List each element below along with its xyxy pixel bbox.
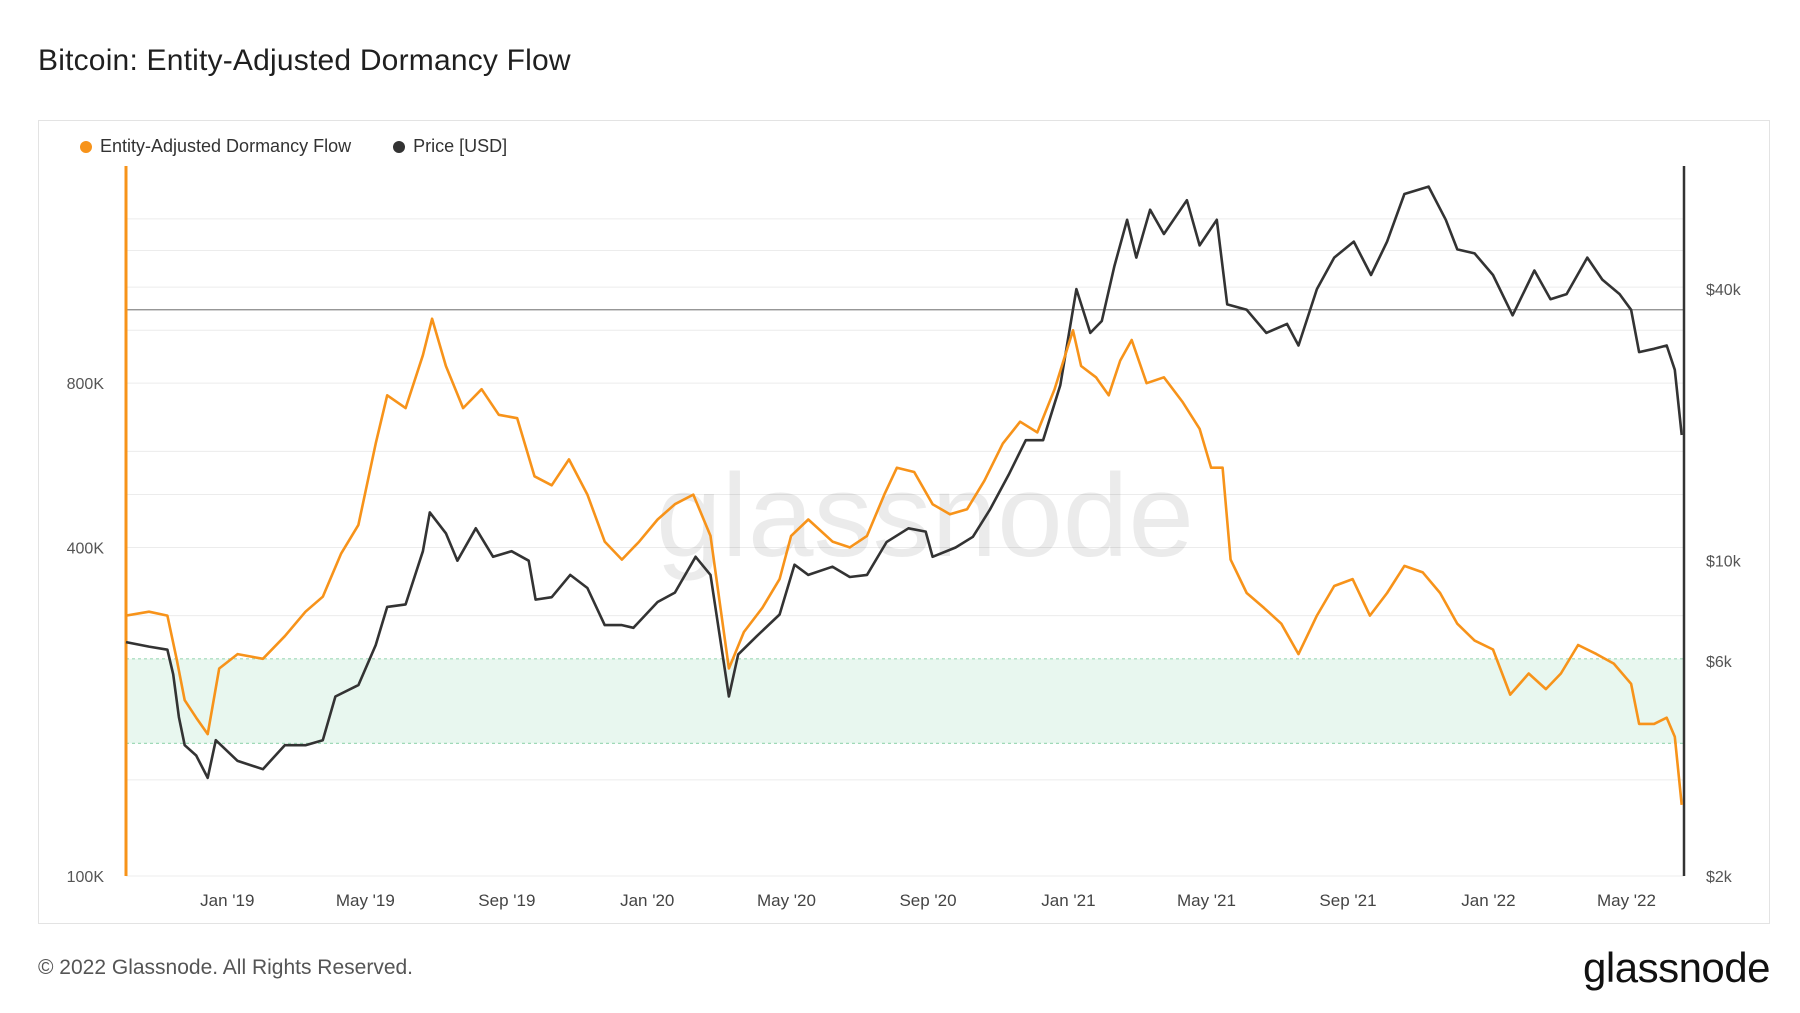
- legend-dot-price: [393, 140, 406, 153]
- x-tick-label: Sep '21: [1319, 891, 1376, 910]
- x-tick-label: May '21: [1177, 891, 1236, 910]
- price-line: [125, 185, 1683, 780]
- x-tick-label: Jan '22: [1461, 891, 1515, 910]
- x-tick-label: May '22: [1597, 891, 1656, 910]
- dormancy-flow-line: [125, 317, 1683, 806]
- brand-logo: glassnode: [1583, 944, 1770, 991]
- y-right-tick-label: $40k: [1706, 282, 1742, 299]
- x-tick-label: Sep '20: [899, 891, 956, 910]
- x-tick-label: May '20: [757, 891, 816, 910]
- x-tick-label: Jan '20: [620, 891, 674, 910]
- legend-label-dormancy: Entity-Adjusted Dormancy Flow: [100, 136, 352, 156]
- chart-legend: Entity-Adjusted Dormancy Flow Price [USD…: [80, 136, 507, 157]
- watermark: glassnode: [656, 450, 1194, 582]
- copyright-text: © 2022 Glassnode. All Rights Reserved.: [38, 956, 414, 979]
- chart-panel: [38, 120, 1770, 924]
- x-tick-label: Sep '19: [478, 891, 535, 910]
- legend-dot-dormancy: [80, 140, 92, 153]
- y-left-tick-label: 100K: [67, 869, 105, 886]
- y-left-tick-label: 400K: [67, 540, 105, 557]
- legend-label-price: Price [USD]: [413, 136, 508, 156]
- y-right-tick-label: $10k: [1706, 554, 1742, 571]
- legend-item-dormancy[interactable]: Entity-Adjusted Dormancy Flow: [80, 136, 351, 157]
- y-right-tick-label: $2k: [1706, 869, 1733, 886]
- legend-item-price[interactable]: Price [USD]: [393, 136, 507, 157]
- y-right-tick-label: $6k: [1706, 654, 1733, 671]
- x-tick-label: May '19: [336, 891, 395, 910]
- band-area: [126, 658, 1684, 744]
- chart-title: Bitcoin: Entity-Adjusted Dormancy Flow: [38, 44, 571, 77]
- x-tick-label: Jan '21: [1041, 891, 1095, 910]
- y-left-tick-label: 800K: [67, 376, 105, 393]
- x-tick-label: Jan '19: [200, 891, 254, 910]
